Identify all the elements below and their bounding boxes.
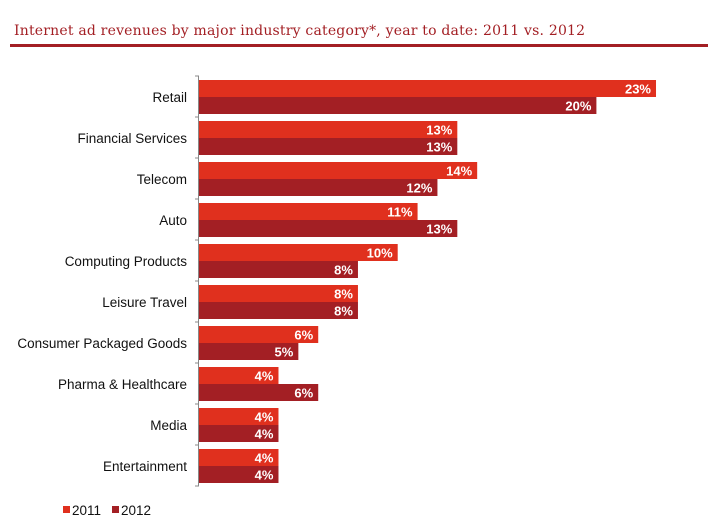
data-label-2012: 4% (255, 427, 274, 442)
data-label-2012: 8% (334, 304, 353, 319)
bar-2012 (199, 343, 299, 360)
data-label-2012: 13% (426, 140, 452, 155)
legend-swatch-2011 (63, 506, 70, 513)
category-label: Auto (159, 213, 187, 228)
data-label-2011: 23% (625, 82, 651, 97)
bar-2011 (199, 326, 319, 343)
data-label-2012: 12% (406, 181, 432, 196)
category-label: Retail (152, 90, 187, 105)
legend-swatch-2012 (112, 506, 119, 513)
bar-2011 (199, 121, 458, 138)
category-label: Computing Products (65, 254, 188, 269)
category-label: Consumer Packaged Goods (17, 336, 187, 351)
data-label-2011: 6% (294, 328, 313, 343)
data-label-2011: 4% (255, 451, 274, 466)
bar-2011 (199, 408, 279, 425)
bar-2012 (199, 179, 438, 196)
data-label-2012: 6% (294, 386, 313, 401)
bar-2011 (199, 367, 279, 384)
bar-2012 (199, 384, 319, 401)
data-label-2011: 14% (446, 164, 472, 179)
bar-2011 (199, 449, 279, 466)
data-label-2012: 13% (426, 222, 452, 237)
data-label-2012: 20% (565, 99, 591, 114)
data-label-2011: 10% (367, 246, 393, 261)
data-label-2012: 4% (255, 468, 274, 483)
category-label: Entertainment (103, 459, 187, 474)
chart-title: Internet ad revenues by major industry c… (14, 23, 586, 39)
bar-2011 (199, 162, 478, 179)
category-label: Telecom (137, 172, 187, 187)
bar-2011 (199, 244, 398, 261)
bar-2012 (199, 261, 358, 278)
bar-2012 (199, 466, 279, 483)
bar-2012 (199, 302, 358, 319)
bar-2011 (199, 80, 657, 97)
bar-2012 (199, 425, 279, 442)
data-label-2011: 13% (426, 123, 452, 138)
bar-2012 (199, 220, 458, 237)
data-label-2011: 4% (255, 410, 274, 425)
title-rule (10, 44, 708, 47)
data-label-2012: 5% (275, 345, 294, 360)
data-label-2012: 8% (334, 263, 353, 278)
bar-2011 (199, 203, 418, 220)
category-label: Pharma & Healthcare (58, 377, 187, 392)
data-label-2011: 11% (387, 205, 413, 220)
category-label: Leisure Travel (102, 295, 187, 310)
data-label-2011: 4% (255, 369, 274, 384)
category-label: Media (150, 418, 187, 433)
legend-label: 2011 (72, 503, 101, 518)
bar-2012 (199, 138, 458, 155)
legend-label: 2012 (121, 503, 151, 518)
data-label-2011: 8% (334, 287, 353, 302)
bar-2012 (199, 97, 597, 114)
category-label: Financial Services (77, 131, 187, 146)
bar-2011 (199, 285, 358, 302)
